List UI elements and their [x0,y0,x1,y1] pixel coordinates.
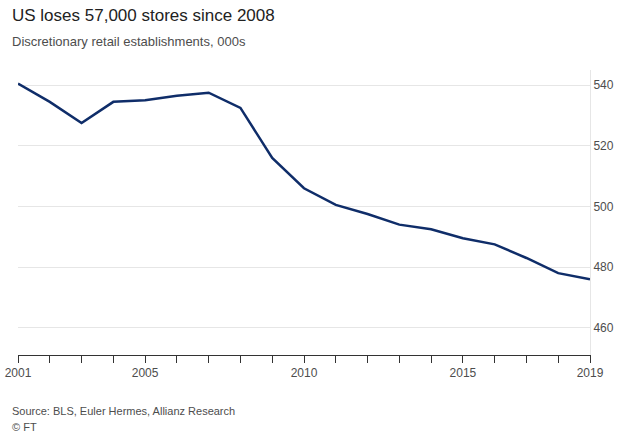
svg-text:2005: 2005 [132,366,159,380]
svg-text:2010: 2010 [291,366,318,380]
svg-text:US loses 57,000 stores since 2: US loses 57,000 stores since 2008 [12,6,275,25]
svg-text:© FT: © FT [12,421,37,433]
svg-text:Discretionary retail establish: Discretionary retail establishments, 000… [12,34,246,49]
svg-text:480: 480 [593,260,613,274]
svg-text:2015: 2015 [450,366,477,380]
svg-text:Source: BLS, Euler Hermes, All: Source: BLS, Euler Hermes, Allianz Resea… [12,405,235,417]
svg-text:460: 460 [593,321,613,335]
svg-text:540: 540 [593,78,613,92]
svg-text:500: 500 [593,200,613,214]
svg-text:520: 520 [593,139,613,153]
svg-text:2001: 2001 [5,366,32,380]
svg-text:2019: 2019 [577,366,604,380]
